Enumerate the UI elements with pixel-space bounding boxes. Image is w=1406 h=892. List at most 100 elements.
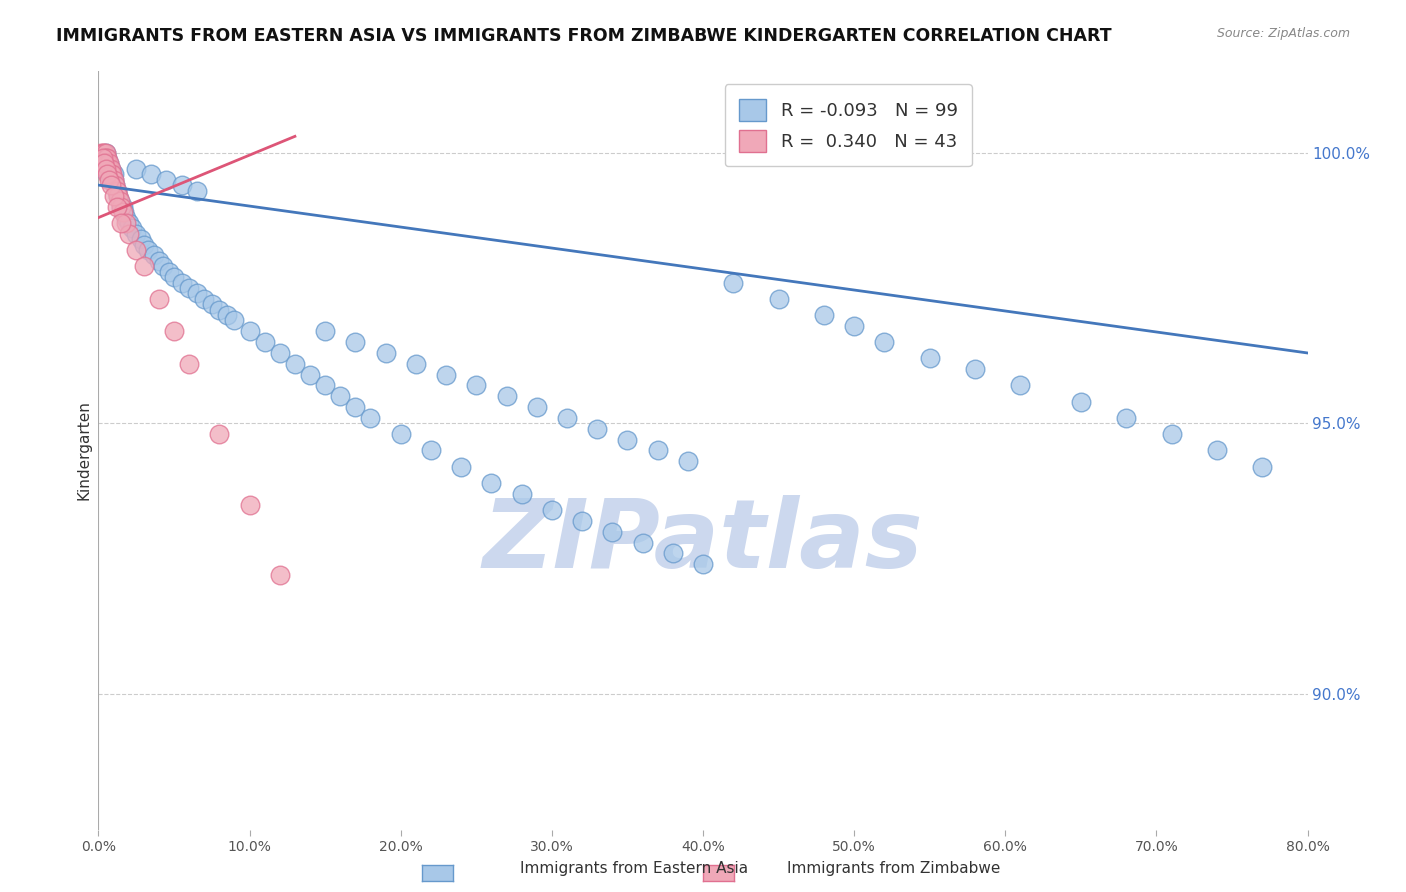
Point	[103, 189, 125, 203]
Point	[239, 324, 262, 338]
Point	[1251, 459, 1274, 474]
Point	[101, 172, 124, 186]
Point	[844, 318, 866, 333]
Text: IMMIGRANTS FROM EASTERN ASIA VS IMMIGRANTS FROM ZIMBABWE KINDERGARTEN CORRELATIO: IMMIGRANTS FROM EASTERN ASIA VS IMMIGRAN…	[56, 27, 1112, 45]
Point	[965, 362, 987, 376]
Point	[100, 178, 122, 193]
Point	[269, 568, 291, 582]
Point	[110, 200, 132, 214]
Point	[94, 156, 117, 170]
Point	[179, 281, 201, 295]
Point	[661, 546, 683, 560]
Point	[129, 232, 152, 246]
Point	[96, 151, 118, 165]
Point	[163, 324, 186, 338]
Text: Immigrants from Eastern Asia: Immigrants from Eastern Asia	[520, 861, 748, 876]
Point	[540, 503, 562, 517]
Point	[101, 167, 124, 181]
Point	[571, 514, 593, 528]
Point	[91, 151, 114, 165]
Point	[526, 400, 548, 414]
Point	[93, 151, 115, 165]
Point	[434, 368, 457, 382]
Point	[405, 357, 427, 371]
Point	[108, 194, 131, 209]
Point	[284, 357, 307, 371]
Point	[215, 308, 238, 322]
Point	[873, 335, 896, 350]
Point	[481, 475, 503, 490]
Point	[186, 184, 208, 198]
Point	[510, 487, 533, 501]
Point	[121, 221, 143, 235]
Point	[98, 156, 121, 170]
Point	[111, 205, 134, 219]
Point	[104, 178, 127, 193]
Point	[90, 145, 112, 160]
Point	[813, 308, 835, 322]
Point	[118, 227, 141, 241]
Point	[94, 161, 117, 176]
Point	[110, 216, 132, 230]
Point	[179, 357, 201, 371]
Point	[98, 167, 121, 181]
Point	[93, 145, 115, 160]
Point	[94, 145, 117, 160]
Point	[98, 161, 121, 176]
Text: Immigrants from Zimbabwe: Immigrants from Zimbabwe	[787, 861, 1001, 876]
Point	[136, 243, 159, 257]
Point	[208, 427, 231, 442]
Point	[103, 172, 125, 186]
Legend: R = -0.093   N = 99, R =  0.340   N = 43: R = -0.093 N = 99, R = 0.340 N = 43	[724, 84, 972, 166]
Point	[96, 161, 118, 176]
Point	[100, 167, 122, 181]
Y-axis label: Kindergarten: Kindergarten	[76, 401, 91, 500]
Point	[616, 433, 638, 447]
Point	[132, 260, 155, 274]
Point	[1115, 411, 1137, 425]
Point	[420, 443, 443, 458]
Point	[100, 161, 122, 176]
Point	[389, 427, 412, 442]
Point	[631, 535, 654, 549]
Point	[118, 216, 141, 230]
Point	[108, 194, 131, 209]
Point	[103, 167, 125, 181]
Point	[465, 378, 488, 392]
Point	[1070, 394, 1092, 409]
Point	[94, 151, 117, 165]
Point	[96, 167, 118, 181]
Point	[159, 265, 181, 279]
Point	[163, 270, 186, 285]
Point	[155, 172, 177, 186]
Point	[93, 156, 115, 170]
Point	[125, 243, 148, 257]
Point	[602, 524, 624, 539]
Point	[299, 368, 322, 382]
Point	[374, 346, 396, 360]
Point	[98, 156, 121, 170]
Point	[132, 237, 155, 252]
Point	[193, 292, 215, 306]
Point	[253, 335, 276, 350]
Point	[148, 253, 170, 268]
Point	[692, 557, 714, 571]
Point	[112, 205, 135, 219]
Point	[105, 184, 128, 198]
Point	[100, 161, 122, 176]
Point	[314, 378, 336, 392]
Point	[96, 156, 118, 170]
Point	[1206, 443, 1229, 458]
Point	[107, 189, 129, 203]
Point	[91, 145, 114, 160]
Point	[152, 260, 174, 274]
Point	[344, 335, 367, 350]
Point	[141, 167, 163, 181]
Point	[208, 302, 231, 317]
Point	[450, 459, 472, 474]
Point	[90, 156, 112, 170]
Point	[201, 297, 224, 311]
Point	[170, 276, 193, 290]
Point	[111, 200, 134, 214]
Point	[94, 145, 117, 160]
